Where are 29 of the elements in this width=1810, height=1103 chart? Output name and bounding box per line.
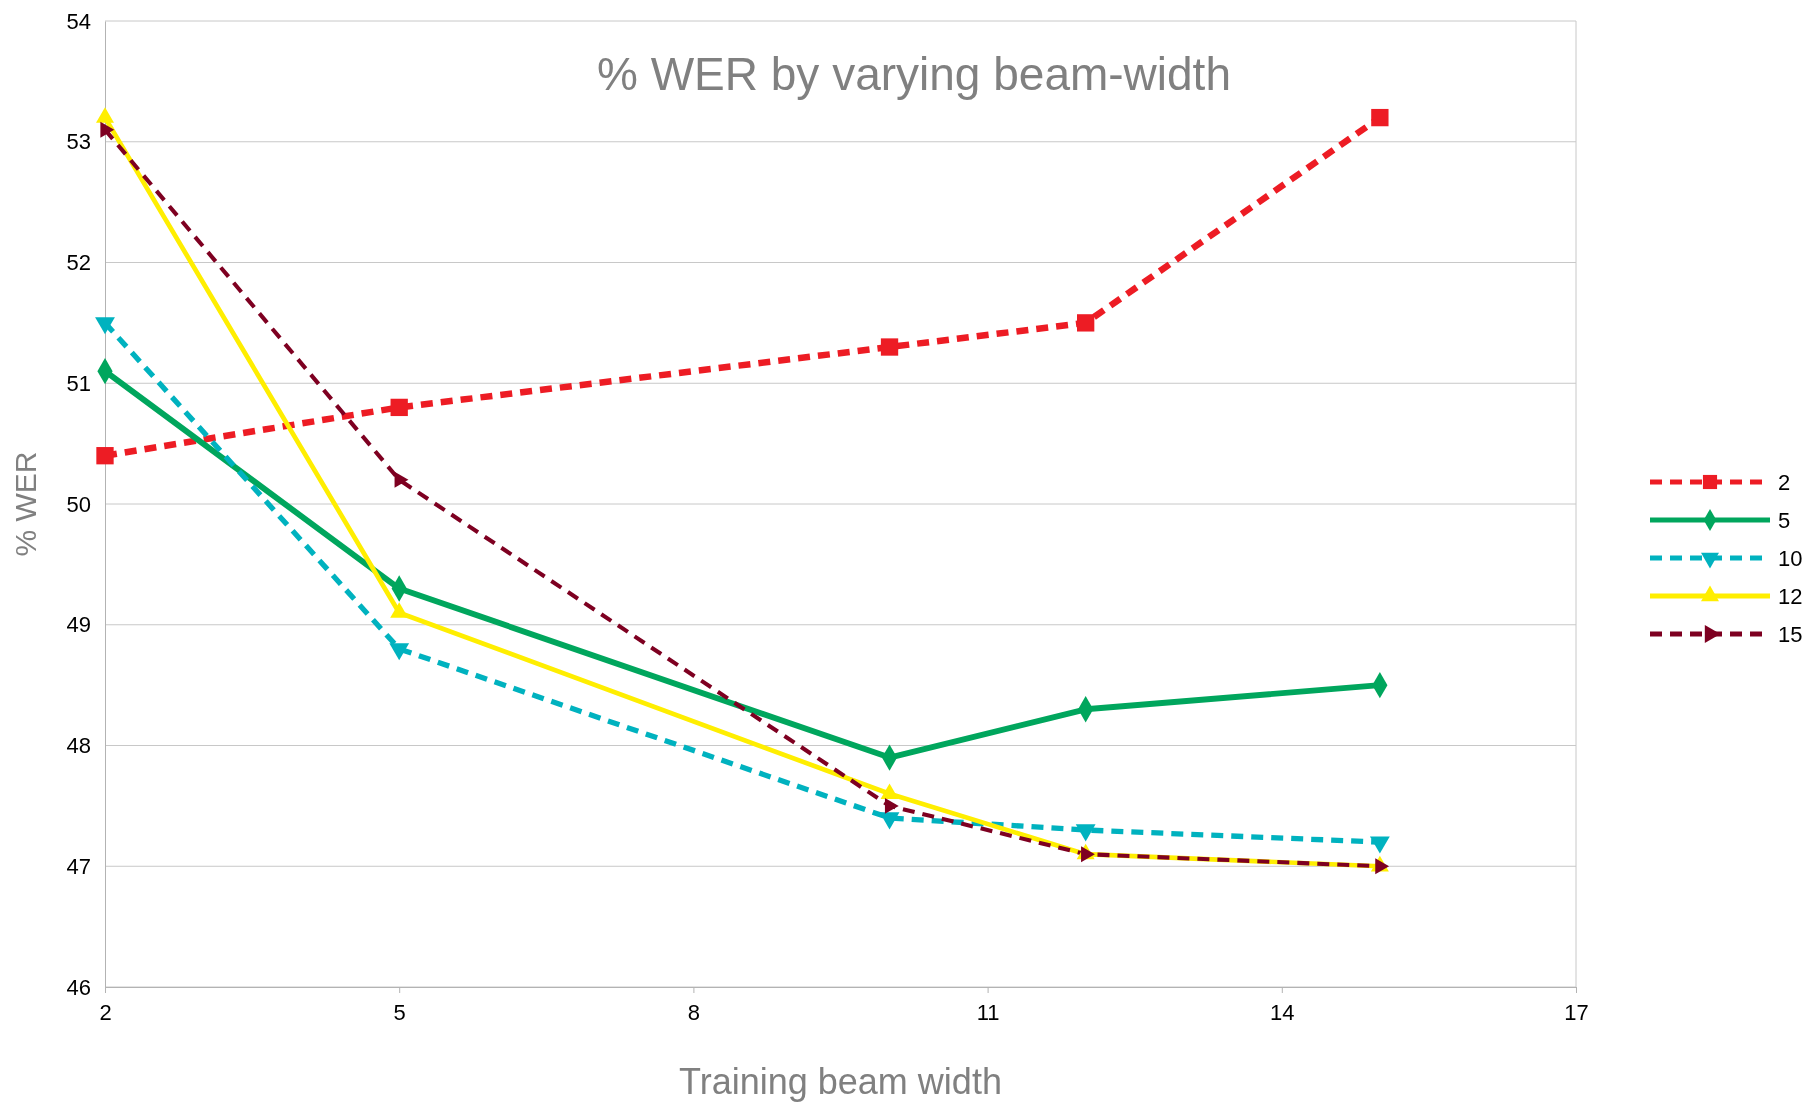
text: % WER by varying beam-width	[597, 48, 1231, 100]
y-tick-label: 48	[66, 733, 91, 759]
x-tick-label: 14	[1270, 1000, 1295, 1026]
y-tick-label: 47	[66, 853, 91, 879]
text: 10	[1778, 546, 1803, 571]
y-tick-label: 51	[66, 370, 91, 396]
x-tick-label: 8	[687, 1000, 701, 1026]
point	[96, 447, 114, 465]
y-axis-title: % WER	[9, 451, 42, 557]
y-tick-label: 54	[66, 8, 91, 34]
x-tick-label: 11	[976, 1000, 1000, 1026]
point	[1077, 314, 1095, 332]
text: 2	[1778, 470, 1791, 495]
y-tick-label: 46	[66, 974, 91, 1000]
point	[884, 797, 899, 814]
text: 5	[1778, 508, 1791, 533]
point	[1371, 108, 1389, 127]
text: 12	[1778, 584, 1803, 609]
point	[880, 338, 899, 356]
x-tick-label: 2	[99, 1000, 112, 1026]
text: 15	[1778, 622, 1803, 647]
y-tick-label: 53	[66, 129, 91, 155]
y-tick-label: 50	[66, 491, 91, 517]
y-tick-label: 49	[66, 612, 91, 638]
x-axis-title: Training beam width	[679, 1061, 1002, 1102]
x-tick-label: 17	[1564, 1000, 1589, 1026]
point	[390, 398, 408, 417]
y-tick-label: 52	[66, 250, 91, 276]
x-tick-label: 5	[393, 1000, 406, 1026]
